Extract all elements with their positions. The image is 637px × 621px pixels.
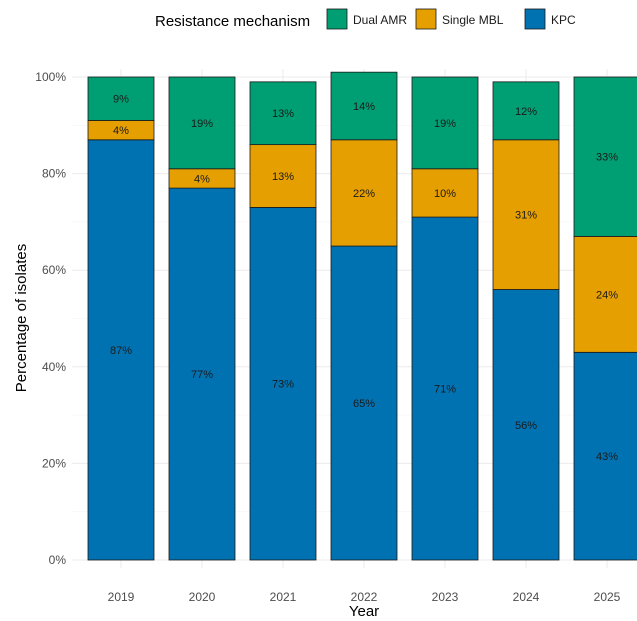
data-label: 12% xyxy=(515,106,537,118)
x-axis: 2019 2020 2021 2022 2023 2024 2025 xyxy=(108,590,621,604)
data-label: 31% xyxy=(515,210,537,222)
data-label: 87% xyxy=(110,345,132,357)
x-tick-label: 2022 xyxy=(351,590,378,604)
data-label: 4% xyxy=(194,173,210,185)
data-labels: 87% 4% 9% 77% 4% 19% 73% 13% 13% 65% 22% 14% 71% 10% 1… xyxy=(110,94,618,463)
data-label: 56% xyxy=(515,420,537,432)
legend-key-kpc xyxy=(524,8,546,30)
data-label: 13% xyxy=(272,171,294,183)
legend-label: Dual AMR xyxy=(353,13,407,27)
x-tick-label: 2023 xyxy=(432,590,459,604)
x-axis-title: Year xyxy=(349,603,379,620)
bar-segment-kpc xyxy=(492,289,560,561)
bars xyxy=(87,71,637,561)
data-label: 14% xyxy=(353,101,375,113)
x-tick-label: 2020 xyxy=(189,590,216,604)
bar-segment-kpc xyxy=(573,351,637,561)
data-label: 22% xyxy=(353,188,375,200)
data-label: 4% xyxy=(113,125,129,137)
y-tick-label: 0% xyxy=(49,553,67,567)
bar-segment-kpc xyxy=(168,187,236,561)
bar-segment-single-mbl xyxy=(411,168,479,218)
y-axis-title: Percentage of isolates xyxy=(13,244,30,392)
legend-key-dual-amr xyxy=(326,8,348,30)
data-label: 19% xyxy=(191,118,213,130)
data-label: 24% xyxy=(596,289,618,301)
y-tick-label: 60% xyxy=(42,263,66,277)
bar-segment-dual-amr xyxy=(411,76,479,170)
legend-label: KPC xyxy=(551,13,576,27)
y-tick-label: 40% xyxy=(42,360,66,374)
legend-key-single-mbl xyxy=(415,8,437,30)
data-label: 33% xyxy=(596,152,618,164)
bar-segment-dual-amr xyxy=(249,81,317,146)
data-label: 9% xyxy=(113,94,129,106)
bar-segment-single-mbl xyxy=(492,139,560,290)
bar-segment-single-mbl xyxy=(573,235,637,353)
legend: Resistance mechanism Dual AMR Single MBL K… xyxy=(155,8,576,30)
data-label: 65% xyxy=(353,398,375,410)
y-tick-label: 80% xyxy=(42,167,66,181)
data-label: 43% xyxy=(596,451,618,463)
legend-label: Single MBL xyxy=(442,13,504,27)
bar-segment-single-mbl xyxy=(249,144,317,208)
data-label: 19% xyxy=(434,118,456,130)
x-tick-label: 2024 xyxy=(513,590,540,604)
legend-title: Resistance mechanism xyxy=(155,13,310,30)
y-tick-label: 20% xyxy=(42,456,66,470)
bar-segment-kpc xyxy=(411,216,479,561)
bar-segment-dual-amr xyxy=(87,76,155,121)
bar-segment-kpc xyxy=(330,245,398,561)
x-tick-label: 2025 xyxy=(594,590,621,604)
x-tick-label: 2021 xyxy=(270,590,297,604)
data-label: 13% xyxy=(272,108,294,120)
data-label: 77% xyxy=(191,369,213,381)
data-label: 10% xyxy=(434,188,456,200)
bar-segment-dual-amr xyxy=(492,81,560,141)
bar-segment-dual-amr xyxy=(168,76,236,170)
data-label: 73% xyxy=(272,379,294,391)
bar-segment-single-mbl xyxy=(330,139,398,247)
data-label: 71% xyxy=(434,384,456,396)
y-axis: 0% 20% 40% 60% 80% 100% xyxy=(35,70,66,567)
y-tick-label: 100% xyxy=(35,70,66,84)
x-tick-label: 2019 xyxy=(108,590,135,604)
bar-segment-dual-amr xyxy=(330,71,398,141)
bar-segment-kpc xyxy=(249,207,317,561)
bar-segment-dual-amr xyxy=(573,76,637,237)
